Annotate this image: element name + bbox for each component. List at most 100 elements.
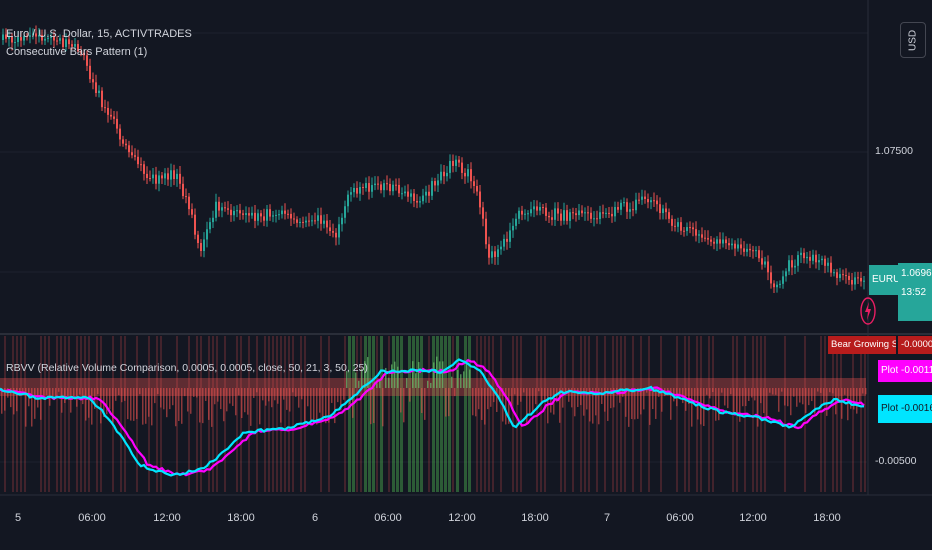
histogram-bar <box>748 388 750 401</box>
candle-body <box>710 239 712 242</box>
candle-body <box>821 258 823 261</box>
candle-body <box>293 218 295 220</box>
histogram-bar <box>202 388 204 424</box>
histogram-bar <box>178 388 180 422</box>
candle-body <box>491 251 493 258</box>
histogram-bar <box>475 388 477 417</box>
candle-body <box>296 219 298 223</box>
histogram-bar <box>346 371 348 388</box>
histogram-bar <box>97 388 99 395</box>
histogram-bar <box>187 388 189 412</box>
signal-band <box>80 336 82 492</box>
histogram-bar <box>211 388 213 427</box>
oscillator-title[interactable]: RBVV (Relative Volume Comparison, 0.0005… <box>6 362 368 374</box>
signal-band <box>764 336 766 492</box>
candle-body <box>608 212 610 214</box>
signal-band <box>416 336 419 492</box>
histogram-bar <box>280 388 282 423</box>
signal-band <box>688 336 690 492</box>
candle-body <box>587 212 589 214</box>
candle-body <box>407 191 409 197</box>
candle-body <box>509 230 511 242</box>
candle-body <box>185 196 187 198</box>
histogram-bar <box>58 388 60 392</box>
histogram-bar <box>52 388 54 400</box>
candle-body <box>188 196 190 210</box>
candle-body <box>230 209 232 216</box>
signal-band <box>852 336 854 492</box>
histogram-bar <box>106 388 108 415</box>
histogram-bar <box>862 388 864 394</box>
histogram-bar <box>607 388 609 421</box>
histogram-bar <box>154 388 156 404</box>
histogram-bar <box>91 388 93 425</box>
histogram-bar <box>157 388 159 394</box>
histogram-bar <box>829 388 831 393</box>
histogram-bar <box>274 388 276 401</box>
histogram-bar <box>469 369 471 388</box>
histogram-bar <box>472 388 474 416</box>
signal-band <box>20 336 22 492</box>
histogram-bar <box>811 388 813 402</box>
histogram-bar <box>145 388 147 424</box>
signal-band <box>708 336 710 492</box>
candle-body <box>518 210 520 219</box>
candle-body <box>704 237 706 239</box>
histogram-bar <box>136 388 138 420</box>
histogram-bar <box>646 388 648 393</box>
time-axis-label: 12:00 <box>739 512 767 524</box>
candle-body <box>719 239 721 244</box>
lightning-icon[interactable] <box>858 296 878 326</box>
signal-band <box>560 336 562 492</box>
histogram-bar <box>799 388 801 403</box>
histogram-bar <box>190 388 192 414</box>
time-axis-label: 12:00 <box>448 512 476 524</box>
signal-band <box>248 336 250 492</box>
currency-button[interactable]: USD <box>900 22 926 58</box>
histogram-bar <box>328 388 330 423</box>
candle-body <box>5 34 7 39</box>
histogram-bar <box>784 388 786 406</box>
histogram-bar <box>169 388 171 410</box>
signal-band <box>196 336 198 492</box>
histogram-bar <box>808 388 810 406</box>
candle-body <box>731 243 733 246</box>
candle-body <box>761 258 763 265</box>
time-axis-label: 12:00 <box>153 512 181 524</box>
histogram-bar <box>43 388 45 397</box>
histogram-bar <box>823 388 825 406</box>
candle-body <box>380 184 382 191</box>
signal-band <box>784 336 786 492</box>
histogram-bar <box>13 388 15 415</box>
indicator-title[interactable]: Consecutive Bars Pattern (1) <box>6 46 148 58</box>
histogram-bar <box>226 388 228 412</box>
histogram-bar <box>859 388 861 404</box>
signal-band <box>288 336 290 492</box>
histogram-bar <box>376 383 378 388</box>
signal-band <box>272 336 274 492</box>
candle-body <box>251 212 253 216</box>
histogram-bar <box>523 388 525 393</box>
candle-body <box>800 252 802 256</box>
histogram-bar <box>730 388 732 395</box>
histogram-bar <box>418 362 420 388</box>
candle-body <box>641 196 643 200</box>
signal-band <box>264 336 266 492</box>
signal-band <box>752 336 754 492</box>
candle-body <box>80 51 82 53</box>
histogram-bar <box>835 388 837 415</box>
candle-body <box>107 107 109 115</box>
candle-body <box>824 258 826 266</box>
candle-body <box>32 33 34 36</box>
candle-body <box>338 224 340 238</box>
signal-band <box>860 336 862 492</box>
candle-body <box>734 243 736 249</box>
histogram-bar <box>433 362 435 388</box>
histogram-bar <box>745 388 747 407</box>
candle-body <box>677 222 679 227</box>
candle-body <box>416 200 418 203</box>
signal-band <box>320 336 322 492</box>
candle-body <box>311 220 313 222</box>
candle-body <box>290 213 292 219</box>
